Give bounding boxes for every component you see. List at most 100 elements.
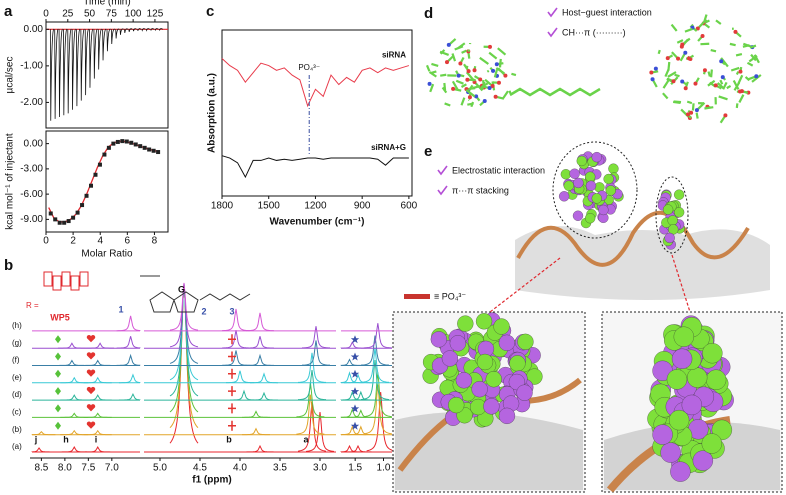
nmr-peak	[118, 373, 141, 384]
bond	[486, 69, 490, 73]
symbol-heart	[86, 421, 96, 429]
nmr-peak	[60, 412, 89, 418]
x-tick-label: 25	[62, 9, 74, 20]
data-point	[156, 150, 161, 155]
injection-peak	[80, 28, 85, 101]
bond	[460, 97, 466, 106]
nmr-peak	[118, 392, 141, 401]
injection-peak	[76, 28, 81, 107]
peak-annotation: 2	[201, 306, 206, 316]
atom-sphere	[702, 343, 723, 364]
nmr-peak	[340, 390, 367, 401]
atom-sphere	[670, 461, 691, 482]
bond	[488, 51, 498, 60]
atom	[650, 77, 655, 82]
check-icon	[547, 27, 558, 38]
wp5-ring-unit	[61, 271, 71, 287]
x-tick-label: 600	[401, 201, 418, 212]
atom-sphere	[585, 213, 596, 224]
atom-sphere	[598, 204, 609, 216]
atom	[695, 26, 700, 31]
bond	[430, 70, 437, 75]
bond	[710, 48, 717, 53]
x-tick-label: 900	[354, 201, 371, 212]
atom	[466, 69, 471, 74]
data-point	[111, 141, 116, 146]
nmr-peak	[60, 445, 89, 453]
nmr-peak	[86, 342, 115, 349]
bond	[704, 106, 714, 110]
nmr-peak	[305, 411, 335, 452]
symbol-cross	[228, 351, 236, 362]
symbol-diamond	[55, 335, 61, 344]
injection-peak	[102, 28, 107, 61]
series-label: siRNA	[382, 51, 406, 60]
x-tick-label: 1.5	[348, 463, 362, 474]
surface	[515, 226, 770, 300]
nmr-peak	[83, 412, 112, 418]
injection-peak	[89, 28, 94, 88]
atom-sphere	[430, 331, 447, 348]
y-tick-label: -6.00	[20, 189, 43, 200]
data-point	[129, 140, 134, 145]
bond	[716, 82, 725, 90]
atom-sphere	[668, 409, 690, 431]
x-tick-label: 1.0	[377, 463, 391, 474]
inset-surface	[395, 412, 583, 490]
nmr-peak	[297, 370, 327, 401]
atom	[496, 80, 501, 85]
atom	[683, 86, 688, 91]
atom	[671, 79, 676, 84]
trace-label: (h)	[12, 321, 22, 330]
injection-peak	[132, 28, 137, 32]
bond	[730, 66, 740, 72]
symbol-diamond	[55, 421, 61, 430]
nmr-peak	[57, 359, 86, 366]
atom-sphere	[498, 334, 516, 351]
nmr-peak	[57, 342, 86, 349]
atom-sphere	[664, 232, 675, 244]
bond	[735, 103, 739, 109]
nmr-peak	[116, 353, 141, 366]
x-tick-label: 7.5	[81, 463, 95, 474]
bond	[673, 100, 682, 104]
bond	[704, 23, 711, 29]
x-tick-label: 1800	[211, 201, 234, 212]
injection-peak	[71, 28, 77, 110]
x-tick-label: 100	[125, 9, 142, 20]
bond	[657, 49, 661, 55]
data-point	[57, 220, 62, 225]
bond	[732, 79, 740, 90]
data-point	[97, 162, 102, 167]
atom	[487, 86, 492, 91]
data-point	[138, 144, 143, 149]
injection-peak	[115, 28, 120, 39]
nmr-peak	[366, 391, 393, 452]
y-axis-title: Absorption (a.u.)	[207, 73, 218, 153]
nmr-peak	[343, 444, 373, 453]
symbol-heart	[86, 334, 96, 343]
x-axis-title: f1 (ppm)	[192, 475, 231, 486]
atom	[456, 73, 461, 78]
bond	[684, 27, 693, 33]
data-point	[62, 220, 67, 225]
x-tick-label: 75	[106, 9, 118, 20]
nmr-peak	[249, 391, 279, 401]
atom	[754, 74, 759, 79]
bond	[440, 73, 447, 77]
atom-sphere	[605, 185, 616, 196]
injection-peak	[128, 28, 133, 32]
peak-annotation: 3	[229, 306, 234, 316]
bond	[718, 95, 728, 101]
injection-peak	[150, 28, 155, 32]
nmr-peak	[221, 330, 251, 349]
atom-sphere	[516, 384, 533, 401]
y-tick-label: 0.00	[24, 138, 44, 149]
atom-sphere	[569, 168, 580, 179]
x-tick-label: 4.5	[193, 463, 207, 474]
atom-sphere	[441, 350, 459, 367]
data-point	[106, 145, 111, 150]
bond	[691, 103, 695, 111]
x-tick-label: 3.5	[273, 463, 287, 474]
atom-sphere	[576, 155, 587, 167]
